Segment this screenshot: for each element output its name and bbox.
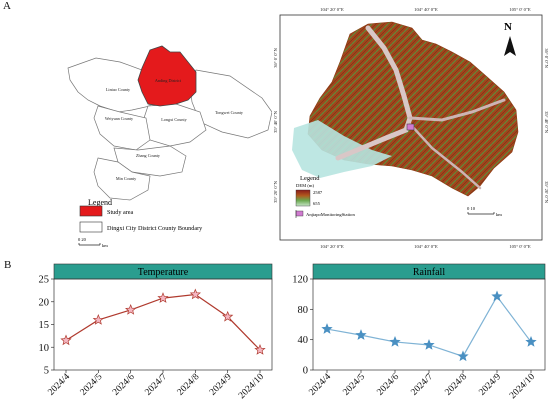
rainfall-data-point	[423, 339, 435, 350]
rainfall-data-point	[355, 329, 367, 340]
temperature-data-point	[189, 288, 201, 300]
label-longxi: Longxi County	[161, 117, 187, 122]
lintao-county	[67, 57, 151, 113]
label-anding: Anding District	[155, 78, 182, 83]
label-lintao: Lintao County	[106, 87, 131, 92]
temperature-xtick-label: 2024/10	[237, 372, 266, 401]
rainfall-xtick-label: 2024/10	[508, 372, 537, 401]
dem-scale-unit: km	[496, 212, 502, 217]
top-tick-2: 104° 40′ 0″E	[414, 7, 438, 12]
rainfall-ytick-label: 0	[303, 366, 308, 377]
left-tick-1: 36° 0′ 0″N	[273, 48, 278, 68]
dem-high-value: 2587	[313, 190, 323, 195]
temperature-ytick-label: 10	[39, 343, 50, 354]
bottom-tick-3: 105° 0′ 0″E	[509, 244, 531, 249]
dem-scale-values: 0 10	[467, 206, 476, 211]
rainfall-plot-frame	[312, 278, 546, 371]
temperature-xtick-label: 2024/5	[79, 372, 105, 398]
bottom-tick-2: 104° 40′ 0″E	[414, 244, 438, 249]
monitoring-station-marker	[406, 123, 415, 131]
legend-swatch-study-area	[79, 205, 103, 217]
temperature-xtick-label: 2024/9	[208, 372, 234, 398]
north-label: N	[504, 21, 512, 33]
label-zhang: Zhang County	[136, 153, 161, 158]
temperature-xtick-label: 2024/6	[111, 372, 137, 398]
north-arrow-icon: N	[504, 21, 516, 56]
panel-a-letter: A	[3, 0, 11, 12]
rainfall-data-point	[321, 323, 333, 334]
rainfall-xtick-label: 2024/9	[477, 372, 503, 398]
temperature-ytick-label: 5	[44, 366, 49, 377]
legend-swatch-boundary	[79, 221, 103, 233]
temperature-xtick-label: 2024/4	[46, 372, 72, 398]
dem-lowland	[292, 120, 392, 178]
anding-district	[137, 45, 197, 107]
temperature-data-point	[125, 304, 137, 315]
panel-b-letter: B	[4, 259, 12, 271]
temperature-data-point	[92, 314, 104, 325]
rainfall-xtick-label: 2024/4	[307, 372, 333, 398]
right-tick-3: 35° 20′ 0″N	[544, 181, 549, 204]
right-tick-2: 35° 40′ 0″N	[544, 111, 549, 134]
station-legend-label: AnjiapoMonitoringStation	[306, 212, 355, 217]
overview-map: Anding District Lintao County Longxi Cou…	[67, 45, 272, 248]
station-legend-icon	[295, 210, 304, 217]
label-weiyuan: Weiyuan County	[105, 116, 134, 121]
overview-scale-values: 0 20	[78, 237, 87, 242]
dem-map: N 104° 20′ 0″E 104° 40′ 0″E 105° 0′ 0″E …	[273, 7, 549, 249]
min-county	[93, 157, 151, 201]
temperature-title: Temperature	[138, 267, 189, 278]
right-tick-1: 36° 0′ 0″N	[544, 48, 549, 68]
rainfall-data-point	[389, 335, 401, 347]
top-tick-3: 105° 0′ 0″E	[509, 7, 531, 12]
top-tick-1: 104° 20′ 0″E	[320, 7, 344, 12]
dem-legend-dem-label: DEM (m)	[296, 183, 314, 188]
rainfall-xtick-label: 2024/8	[443, 372, 469, 398]
rainfall-xtick-label: 2024/7	[409, 372, 435, 398]
legend-label-study-area: Study area	[107, 209, 134, 216]
temperature-ytick-label: 25	[39, 275, 50, 286]
rainfall-data-point	[457, 350, 469, 362]
overview-scale-unit: km	[102, 243, 108, 248]
rainfall-title: Rainfall	[413, 267, 445, 278]
temperature-xtick-label: 2024/7	[143, 372, 169, 398]
rainfall-data-point	[525, 335, 537, 347]
label-min: Min County	[116, 176, 137, 181]
temperature-ytick-label: 20	[39, 297, 50, 308]
rainfall-ytick-label: 40	[298, 335, 309, 346]
temperature-series-line	[65, 293, 261, 351]
temperature-data-point	[60, 334, 72, 346]
temperature-data-point	[222, 310, 234, 322]
temperature-data-point	[254, 344, 266, 355]
weiyuan-county	[93, 105, 151, 151]
dem-low-value: 655	[313, 201, 321, 206]
rainfall-ytick-label: 120	[292, 275, 308, 286]
left-tick-2: 35° 40′ 0″N	[273, 110, 278, 133]
label-tongwei: Tongwei County	[215, 110, 244, 115]
overview-legend-title: Legend	[88, 198, 112, 207]
temperature-ytick-label: 15	[39, 320, 50, 331]
dem-legend-title: Legend	[300, 175, 320, 182]
bottom-tick-1: 104° 20′ 0″E	[320, 244, 344, 249]
dem-color-ramp	[295, 189, 311, 207]
rainfall-xtick-label: 2024/6	[375, 372, 401, 398]
rainfall-data-point	[491, 290, 503, 302]
left-tick-3: 35° 20′ 0″N	[273, 180, 278, 203]
temperature-data-point	[157, 292, 169, 303]
rainfall-xtick-label: 2024/5	[341, 372, 367, 398]
temperature-xtick-label: 2024/8	[176, 372, 202, 398]
rainfall-ytick-label: 80	[298, 305, 309, 316]
legend-label-boundary: Dingxi City District County Boundary	[107, 225, 203, 232]
rainfall-chart: Rainfall 0 40 80 120 2024/4 2024/5 2024/6 2024/…	[292, 263, 546, 401]
